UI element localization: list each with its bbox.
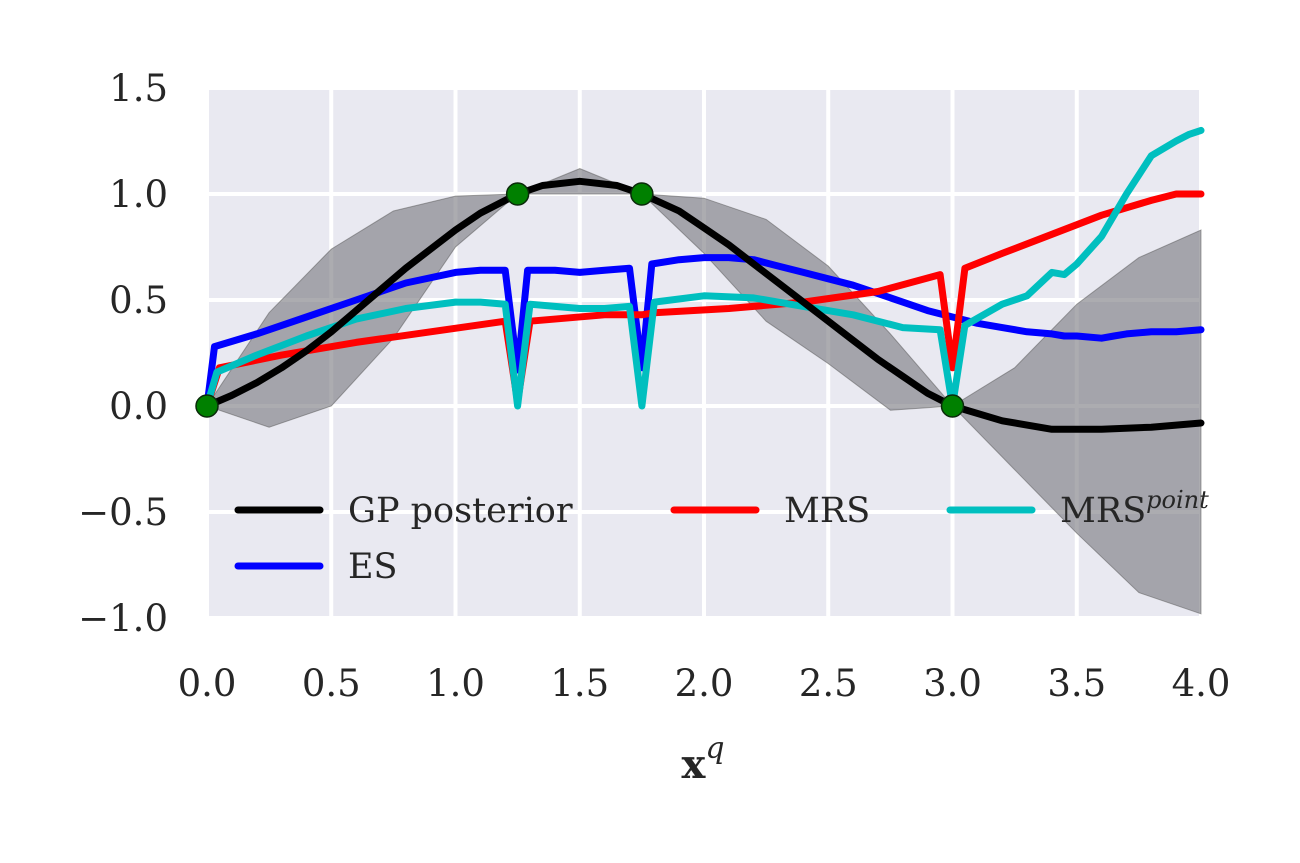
observation-markers (195, 182, 965, 418)
y-tick-label-0: 1.5 (109, 67, 168, 110)
legend-label-gp-posterior: GP posterior (348, 491, 573, 531)
legend-label-es: ES (348, 547, 398, 587)
y-tick-label-4: −0.5 (78, 491, 168, 534)
tick-labels: 0.0 0.5 1.0 1.5 2.0 2.5 3.0 3.5 4.01.51.00.50.0−… (78, 67, 1230, 705)
series-line-gp-posterior (203, 177, 1205, 433)
y-tick-label-1: 1.0 (109, 173, 168, 216)
x-axis-label-main: x (681, 741, 706, 788)
series-line-mrs-point (203, 126, 1205, 410)
legend-label-text: GP posterior (348, 491, 573, 531)
series-lines (203, 126, 1205, 433)
x-tick-label-2: 1.0 (426, 662, 485, 705)
y-tick-label-5: −1.0 (78, 597, 168, 640)
x-tick-label-5: 2.5 (799, 662, 858, 705)
x-tick-label-0: 0.0 (178, 662, 237, 705)
legend-label-mrs: MRS (784, 491, 870, 531)
legend-label-text: ES (348, 547, 398, 587)
y-tick-label-3: 0.0 (109, 385, 168, 428)
observation-point-1 (505, 182, 530, 206)
legend-label-mrs-point: MRSpoint (1060, 486, 1209, 531)
x-tick-label-6: 3.0 (923, 662, 982, 705)
legend-label-text: MRS (784, 491, 870, 531)
series-line-mrs (203, 190, 1205, 410)
x-tick-label-7: 3.5 (1047, 662, 1106, 705)
x-axis-label: xq (681, 731, 724, 788)
observation-point-2 (630, 182, 654, 206)
observation-point-3 (940, 394, 965, 418)
y-tick-label-2: 0.5 (109, 279, 168, 322)
legend-label-superscript: point (1146, 486, 1209, 514)
x-axis-label-superscript: q (705, 731, 724, 766)
x-tick-label-8: 4.0 (1172, 662, 1231, 705)
x-tick-label-3: 1.5 (550, 662, 609, 705)
legend-label-text: MRS (1060, 491, 1146, 531)
observation-point-0 (195, 394, 219, 418)
x-tick-label-1: 0.5 (302, 662, 361, 705)
x-tick-label-4: 2.0 (675, 662, 734, 705)
